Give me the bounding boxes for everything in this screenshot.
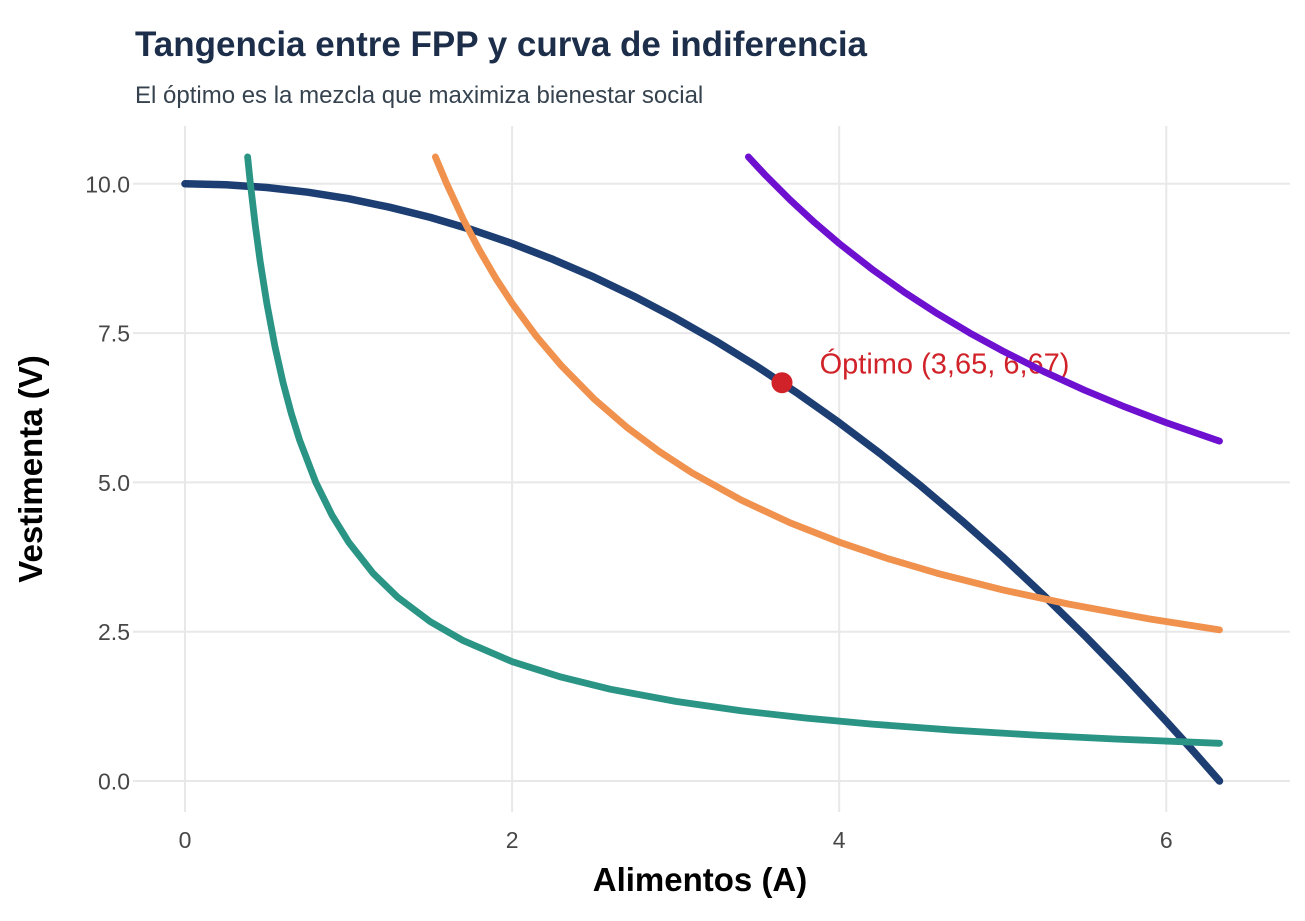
optimum-point	[771, 372, 793, 394]
y-tick-label: 0.0	[98, 769, 130, 795]
x-axis-title: Alimentos (A)	[593, 861, 808, 898]
y-axis-title: Vestimenta (V)	[12, 355, 49, 582]
x-tick-label: 4	[833, 827, 846, 853]
x-tick-label: 6	[1160, 827, 1173, 853]
indifference-high-curve	[745, 153, 1223, 445]
x-tick-label: 0	[179, 827, 192, 853]
y-tick-label: 5.0	[98, 470, 130, 496]
chart-title: Tangencia entre FPP y curva de indiferen…	[135, 25, 868, 64]
y-tick-label: 7.5	[98, 321, 130, 347]
optimum-point-layer	[771, 372, 793, 394]
indifference-low-curve	[244, 153, 1223, 747]
chart-subtitle: El óptimo es la mezcla que maximiza bien…	[135, 82, 703, 109]
y-tick-label: 10.0	[85, 171, 130, 197]
indifference-curves-layer	[244, 153, 1223, 747]
y-tick-label: 2.5	[98, 619, 130, 645]
indifference-mid-curve	[432, 153, 1223, 634]
x-tick-label: 2	[506, 827, 519, 853]
fpp-curve-layer	[181, 180, 1224, 785]
fpp-curve	[181, 180, 1224, 785]
axis-tick-labels: 0 2 4 6 0.0 2.5 5.0 7.5 10.0	[85, 171, 1172, 853]
